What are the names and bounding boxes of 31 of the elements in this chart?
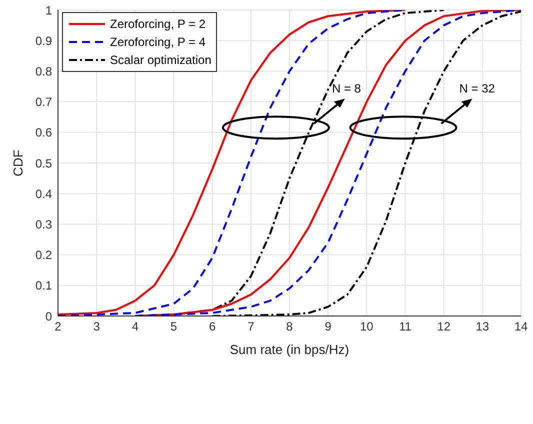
x-axis-title: Sum rate (in bps/Hz) bbox=[230, 342, 350, 357]
x-tick-label: 9 bbox=[324, 320, 332, 334]
x-tick-label: 8 bbox=[286, 320, 294, 334]
x-tick-label: 13 bbox=[476, 320, 490, 334]
x-tick-label: 10 bbox=[360, 320, 374, 334]
legend-label: Scalar optimization bbox=[110, 53, 212, 67]
y-tick-label: 0.8 bbox=[35, 64, 52, 78]
x-tick-label: 12 bbox=[437, 320, 451, 334]
annotation: N = 8 bbox=[332, 82, 362, 96]
y-axis-title: CDF bbox=[10, 150, 26, 176]
y-tick-label: 1 bbox=[45, 3, 52, 18]
y-tick-label: 0.4 bbox=[35, 186, 52, 201]
annotation: N = 32 bbox=[459, 82, 496, 96]
x-tick-label: 7 bbox=[248, 320, 255, 334]
x-tick-label: 11 bbox=[399, 320, 412, 334]
x-tick-label: 6 bbox=[208, 320, 216, 334]
x-tick-label: 3 bbox=[93, 320, 100, 334]
y-tick-label: 0 bbox=[45, 309, 52, 324]
legend-label: Zeroforcing, P = 4 bbox=[110, 35, 206, 49]
y-tick-label: 0.6 bbox=[35, 126, 52, 140]
y-tick-label: 0.9 bbox=[35, 34, 52, 48]
legend-label: Zeroforcing, P = 2 bbox=[110, 17, 206, 31]
y-tick-label: 0.1 bbox=[35, 278, 52, 293]
y-tick-label: 0.5 bbox=[35, 156, 52, 170]
x-tick-label: 2 bbox=[54, 320, 62, 334]
x-tick-label: 14 bbox=[514, 320, 528, 334]
x-tick-label: 5 bbox=[170, 320, 178, 334]
y-tick-label: 0.3 bbox=[35, 217, 52, 232]
y-tick-label: 0.2 bbox=[35, 248, 52, 262]
y-tick-label: 0.7 bbox=[35, 95, 52, 110]
x-tick-label: 4 bbox=[132, 320, 139, 334]
